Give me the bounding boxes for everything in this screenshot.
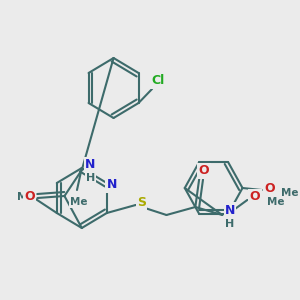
Text: Me: Me	[70, 197, 88, 207]
Text: Me: Me	[281, 188, 298, 198]
Text: H: H	[225, 219, 235, 229]
Text: O: O	[199, 164, 209, 178]
Text: Me: Me	[267, 197, 284, 207]
Text: H: H	[86, 173, 95, 183]
Text: O: O	[25, 190, 35, 202]
Text: Me: Me	[17, 192, 35, 202]
Text: O: O	[264, 182, 275, 194]
Text: N: N	[225, 203, 235, 217]
Text: Cl: Cl	[151, 74, 164, 88]
Text: N: N	[85, 158, 96, 172]
Text: O: O	[250, 190, 260, 203]
Text: N: N	[106, 178, 117, 191]
Text: S: S	[137, 196, 146, 208]
